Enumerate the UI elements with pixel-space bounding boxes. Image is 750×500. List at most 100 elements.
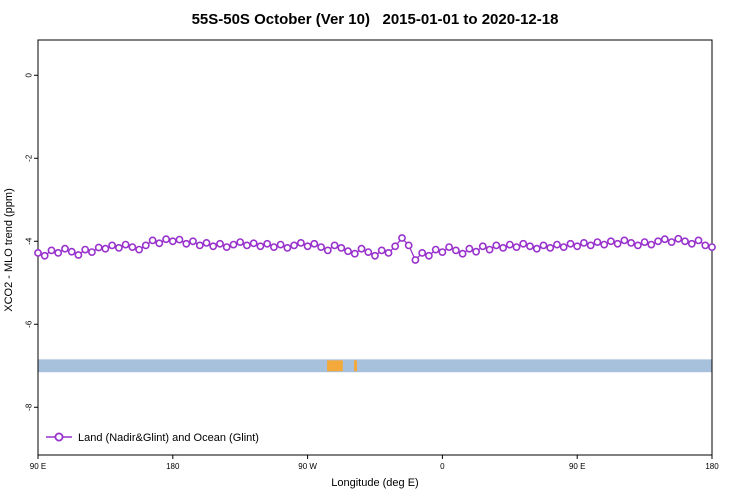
chart-title: 55S-50S October (Ver 10) 2015-01-01 to 2… [191,11,559,28]
legend-marker-icon [54,432,64,442]
y-tick-label: -4 [25,237,34,245]
data-point-marker [519,239,528,248]
data-point-marker [438,248,447,256]
data-point-marker [391,242,400,251]
data-point-marker [317,243,325,251]
data-point-marker [634,241,642,250]
data-point-marker [566,239,575,248]
data-point-marker [222,243,231,251]
data-point-marker [61,244,69,253]
data-point-marker [384,248,393,257]
data-point-marker [667,238,676,246]
data-point-marker [681,237,689,246]
data-point-marker [155,239,164,248]
data-point-marker [108,241,116,250]
data-point-marker [512,243,521,251]
x-tick-label: 180 [705,462,719,471]
data-point-marker [350,249,359,258]
data-point-marker [371,251,379,260]
data-point-marker [303,242,312,251]
data-point-marker [418,248,427,257]
data-point-marker [593,238,602,246]
data-point-marker [620,236,629,245]
data-point-marker [546,243,555,252]
data-point-marker [47,246,56,255]
data-point-marker [357,244,366,253]
data-point-marker [627,238,635,247]
data-point-marker [472,247,480,256]
data-point-marker [465,244,474,253]
data-point-marker [398,234,406,242]
data-point-marker [195,241,204,250]
data-point-marker [209,242,218,251]
data-point-marker [175,235,184,244]
data-point-marker [141,241,150,250]
data-point-marker [81,245,90,254]
data-point-marker [148,236,157,245]
data-point-marker [613,239,622,248]
data-point-marker [600,240,609,249]
data-point-marker [411,256,420,264]
data-point-marker [263,239,272,248]
data-point-marker [74,251,83,259]
data-point-marker [640,238,649,246]
data-point-marker [34,248,42,257]
data-point-marker [708,243,716,251]
data-point-marker [586,241,595,250]
legend-label: Land (Nadir&Glint) and Ocean (Glint) [78,432,259,444]
data-point-marker [404,241,413,250]
data-point-marker [189,237,197,246]
data-point-marker [607,237,615,246]
data-point-marker [526,242,534,251]
data-point-marker [539,241,548,250]
data-point-marker [431,245,440,254]
data-point-marker [505,240,514,249]
data-point-marker [492,241,501,250]
data-point-marker [290,241,298,250]
x-axis-title: Longitude (deg E) [331,477,419,489]
data-point-marker [377,246,386,255]
data-point-marker [269,243,278,251]
data-point-marker [424,251,433,260]
data-point-marker [236,238,245,246]
y-tick-label: -8 [25,403,34,411]
data-point-marker [182,239,191,248]
data-point-marker [256,242,265,251]
data-point-marker [573,242,582,251]
y-tick-label: -2 [25,154,34,162]
data-point-marker [94,243,103,252]
data-point-marker [229,240,238,249]
data-point-marker [532,244,541,253]
data-point-marker [249,239,258,248]
x-tick-label: 90 E [569,462,585,471]
map-strip-land [354,360,358,372]
data-point-marker [276,240,285,249]
data-point-marker [478,242,487,251]
x-tick-label: 90 E [30,462,46,471]
data-point-marker [135,245,143,254]
data-point-marker [242,241,251,250]
data-point-marker [128,243,137,251]
y-tick-label: -6 [25,320,34,328]
data-point-marker [310,239,319,248]
x-tick-label: 0 [440,462,445,471]
data-point-marker [654,237,662,246]
data-point-marker [687,239,696,248]
data-point-marker [364,248,373,256]
data-point-marker [216,239,224,248]
data-point-marker [647,240,656,249]
data-point-marker [451,246,460,255]
data-point-marker [660,235,669,244]
data-point-marker [344,247,352,256]
data-point-marker [202,238,211,247]
data-point-marker [88,248,96,256]
data-point-marker [168,237,177,246]
map-strip-ocean [38,359,712,373]
data-point-marker [694,236,703,245]
x-tick-label: 90 W [298,462,317,471]
data-point-marker [337,243,346,252]
data-point-marker [485,245,494,254]
data-point-marker [40,251,49,260]
